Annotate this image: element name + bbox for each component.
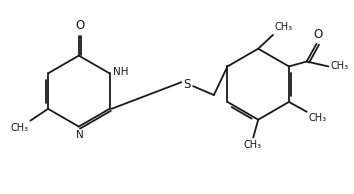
- Text: CH₃: CH₃: [309, 113, 327, 123]
- Text: CH₃: CH₃: [275, 22, 293, 32]
- Text: S: S: [184, 78, 191, 91]
- Text: CH₃: CH₃: [330, 61, 348, 71]
- Text: NH: NH: [114, 67, 129, 77]
- Text: O: O: [75, 19, 84, 32]
- Text: N: N: [76, 130, 84, 139]
- Text: O: O: [313, 28, 322, 41]
- Text: CH₃: CH₃: [10, 123, 28, 133]
- Text: CH₃: CH₃: [243, 140, 261, 150]
